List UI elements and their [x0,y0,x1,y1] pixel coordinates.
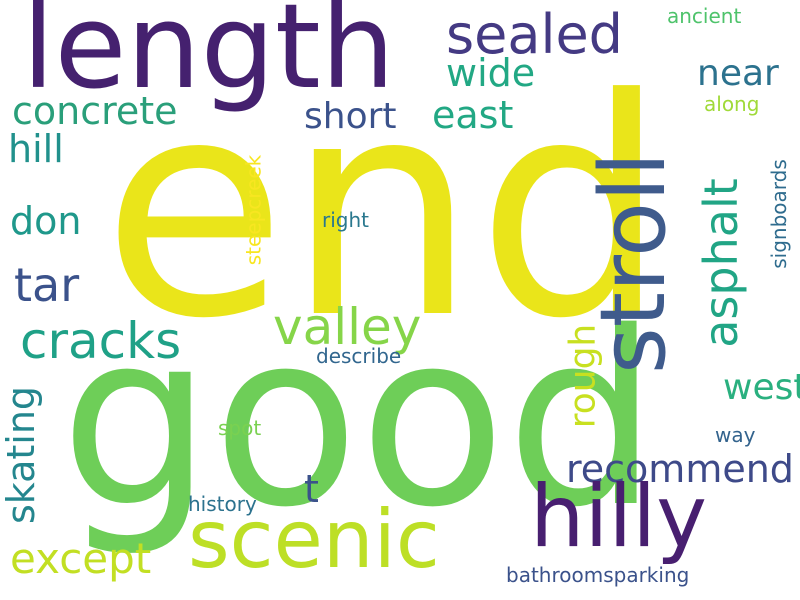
word-don: don [10,199,82,243]
word-end: end [102,35,668,384]
word-spot: spot [218,416,262,440]
word-short: short [304,96,397,137]
word-skating: skating [0,385,44,525]
word-hill: hill [8,127,64,171]
word-except: except [10,534,152,583]
word-good: good [60,280,659,560]
word-cracks: cracks [20,312,182,370]
word-t: t [304,467,319,511]
word-length: length [22,0,395,115]
word-valley: valley [273,298,422,356]
word-east: east [432,93,514,137]
word-recommend: recommend [566,447,794,491]
word-near: near [697,53,779,94]
word-along: along [704,92,760,116]
word-west: west [723,367,800,408]
word-rough: rough [562,323,604,429]
word-concrete: concrete [12,89,178,133]
word-ancient: ancient [667,4,742,28]
word-asphalt: asphalt [693,178,748,348]
word-history: history [188,492,257,516]
word-sealed: sealed [446,3,623,66]
word-steepcreek: steepcreek [241,154,266,266]
word-scenic: scenic [188,493,440,586]
word-signboards: signboards [766,159,791,269]
word-right: right [322,208,369,232]
word-describe: describe [316,344,402,368]
word-bathroomsparking: bathroomsparking [506,563,690,587]
word-wide: wide [446,51,536,95]
word-hilly: hilly [530,467,708,567]
word-way: way [715,423,756,447]
word-tar: tar [14,258,80,312]
